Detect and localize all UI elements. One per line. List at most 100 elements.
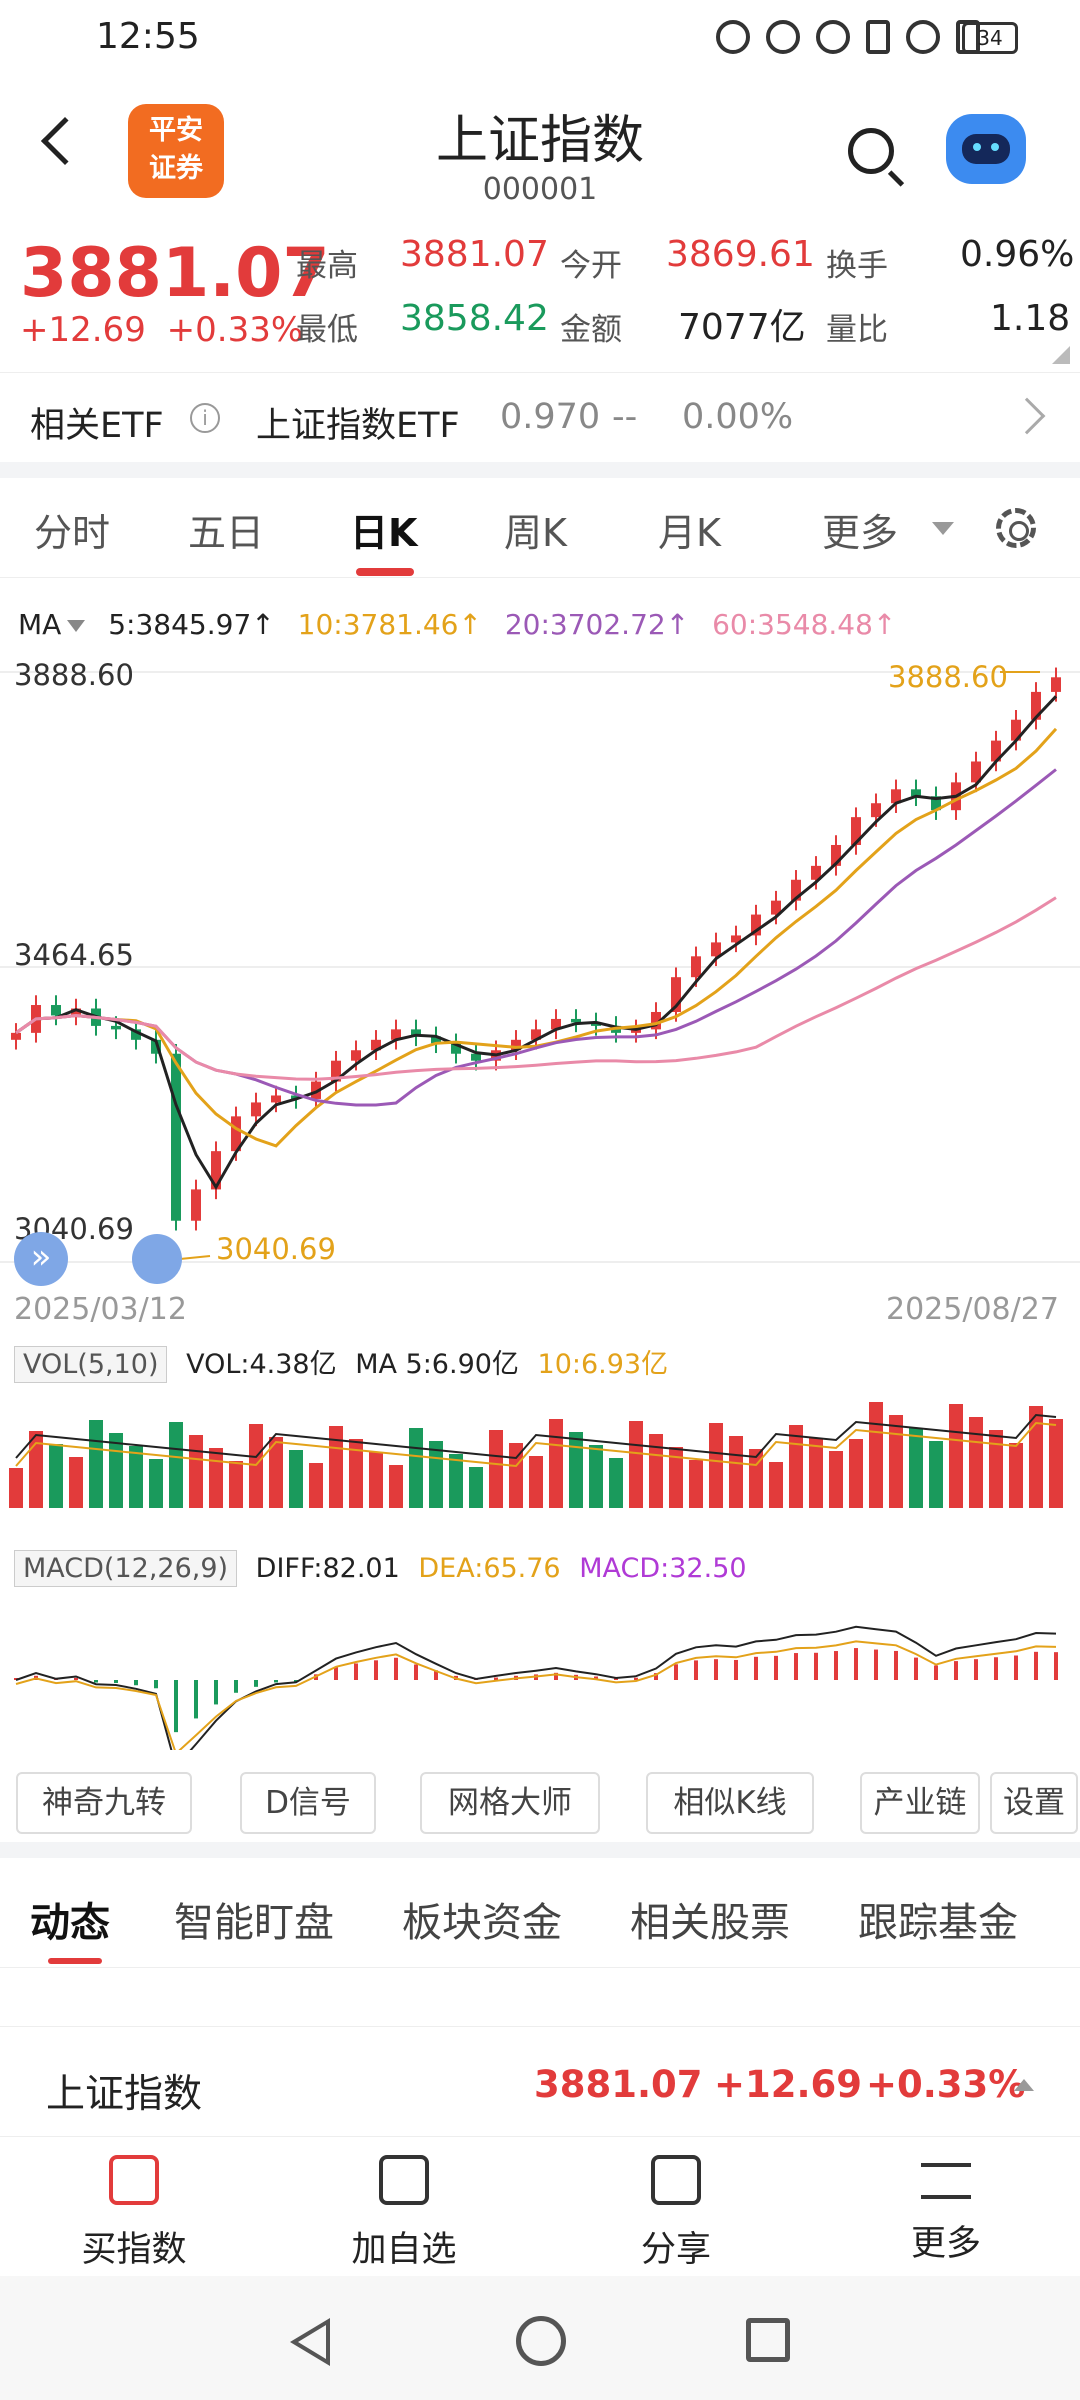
related-etf-row[interactable]: 相关ETF i 上证指数ETF 0.970 -- 0.00% [0,372,1080,462]
candle-body [651,1011,661,1030]
macd-legend[interactable]: MACD(12,26,9) DIFF:82.01 DEA:65.76 MACD:… [14,1550,747,1587]
volume-bar [349,1439,363,1508]
tool-grid-master[interactable]: 网格大师 [420,1772,600,1834]
macd-bar [134,1680,138,1686]
candle-body [771,900,781,915]
volume-bar [409,1428,423,1508]
add-watchlist-button[interactable]: 加自选 [324,2155,484,2272]
tool-industry-chain[interactable]: 产业链 [860,1772,980,1834]
buy-index-button[interactable]: 买指数 [54,2155,214,2272]
volume-bar [889,1415,903,1508]
tab-monthly-k[interactable]: 月K [658,511,721,555]
tab-sector-funds[interactable]: 板块资金 [402,1900,562,1946]
chevron-right-icon[interactable] [1008,397,1046,435]
candle-body [631,1029,641,1033]
volume-bar [469,1467,483,1508]
macd-bar [334,1667,338,1680]
change-percent: +0.33% [166,310,304,350]
candle-body [1031,691,1041,720]
double-arrow-icon[interactable]: » [14,1232,68,1286]
volume-bar [329,1426,343,1508]
macd-bar [554,1672,558,1680]
kline-chart-area[interactable]: MA 5:3845.97↑ 10:3781.46↑ 20:3702.72↑ 60… [0,590,1080,1760]
candle-body [51,1005,61,1016]
tab-smart-watch[interactable]: 智能盯盘 [174,1900,334,1946]
candle-body [371,1039,381,1051]
macd-value: MACD:32.50 [579,1553,747,1584]
vol-indicator-select[interactable]: VOL(5,10) [14,1346,168,1383]
candle-body [591,1022,601,1026]
etf-name: 上证指数ETF [256,406,460,446]
tab-daily-k[interactable]: 日K [350,511,418,555]
y-axis-high: 3888.60 [14,658,134,692]
chevron-down-icon[interactable] [932,522,954,535]
tab-more[interactable]: 更多 [822,511,899,555]
candle-body [751,914,761,936]
tab-related-stocks[interactable]: 相关股票 [630,1900,790,1946]
tool-similar-kline[interactable]: 相似K线 [646,1772,814,1834]
candle-body [851,817,861,845]
volume-bar [209,1448,223,1508]
ai-assistant-icon[interactable] [946,114,1026,184]
tab-intraday[interactable]: 分时 [34,511,111,555]
share-button[interactable]: 分享 [596,2155,756,2272]
ma5-value: 5:3845.97↑ [108,608,275,641]
expand-icon[interactable] [132,1234,182,1284]
expand-corner-icon[interactable] [1052,346,1070,364]
volume-bar [849,1439,863,1508]
search-icon[interactable] [848,128,894,174]
volume-bar [529,1456,543,1508]
macd-indicator-select[interactable]: MACD(12,26,9) [14,1550,238,1587]
macd-bar [354,1663,358,1680]
dea-line [15,1640,1057,1750]
macd-bar [414,1664,418,1680]
tool-settings[interactable]: 设置 [990,1772,1078,1834]
macd-bar [434,1670,438,1680]
ma60-line [15,896,1057,1081]
action-label: 买指数 [81,2230,187,2270]
vibrate-icon [866,20,890,54]
volume-bar [229,1461,243,1508]
pingan-logo[interactable]: 平安 证券 [128,104,224,198]
macd-svg[interactable] [0,1590,1080,1750]
volume-bar [49,1444,63,1508]
nav-home-icon[interactable] [516,2316,566,2366]
info-icon[interactable]: i [190,403,220,433]
volume-svg[interactable] [0,1390,1080,1510]
volume-bar [689,1460,703,1508]
index-price: 3881.07 [534,2063,703,2106]
nav-recent-icon[interactable] [746,2318,790,2362]
chevron-down-icon[interactable] [67,620,86,632]
system-nav-bar [0,2276,1080,2400]
more-button[interactable]: 更多 [866,2155,1026,2266]
nav-back-icon[interactable] [290,2318,330,2366]
candle-body [291,1095,301,1099]
macd-bar [234,1680,238,1693]
vol-legend[interactable]: VOL(5,10) VOL:4.38亿 MA 5:6.90亿 10:6.93亿 [14,1342,668,1383]
stat-value: 7077亿 [678,307,806,348]
tab-five-day[interactable]: 五日 [188,511,265,555]
vol-ma5-line [15,1413,1057,1460]
tool-magic-nine[interactable]: 神奇九转 [16,1772,192,1834]
index-summary-row[interactable]: 上证指数 3881.07 +12.69 +0.33% [0,2026,1080,2136]
etf-price: 0.970 [500,397,601,437]
candle-body [1011,719,1021,741]
tab-dynamics[interactable]: 动态 [30,1900,110,1946]
etf-label: 相关ETF [30,406,164,446]
stat-label: 金额 [560,312,622,348]
status-time: 12:55 [96,16,200,57]
volume-bar [149,1459,163,1508]
tool-d-signal[interactable]: D信号 [240,1772,376,1834]
ma10-value: 10:3781.46↑ [297,608,482,641]
high-marker-label: 3888.60 [888,660,1008,694]
gear-icon[interactable] [996,508,1036,548]
caret-up-icon[interactable] [1014,2079,1034,2091]
candle-body [531,1029,541,1040]
tab-weekly-k[interactable]: 周K [504,511,567,555]
action-label: 分享 [640,2230,711,2270]
tab-tracking-funds[interactable]: 跟踪基金 [858,1900,1018,1946]
volume-bar [69,1457,83,1508]
ma-legend[interactable]: MA 5:3845.97↑ 10:3781.46↑ 20:3702.72↑ 60… [18,608,896,641]
vol-ma10: 10:6.93亿 [537,1349,669,1380]
volume-bar [949,1404,963,1508]
